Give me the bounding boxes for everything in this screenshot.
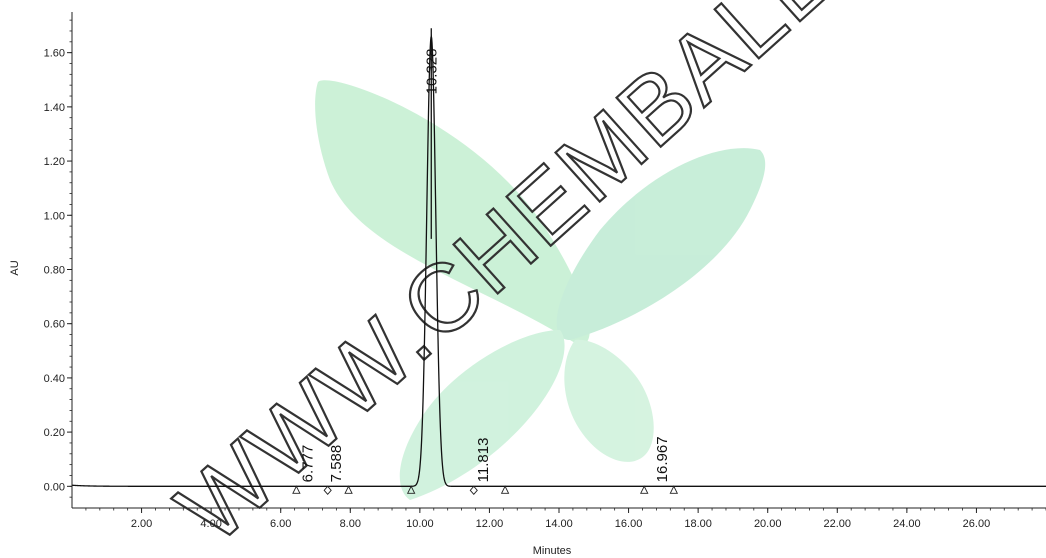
y-tick-label: 0.00: [44, 481, 65, 493]
x-tick-label: 20.00: [754, 518, 782, 530]
y-axis-title: AU: [9, 260, 21, 275]
peak-rt-label: 16.967: [654, 436, 671, 482]
watermark-leaf-left: [315, 80, 590, 345]
peak-rt-label: 6.777: [300, 445, 317, 483]
x-axis-title: Minutes: [533, 545, 572, 557]
integration-marker-triangle: [406, 485, 416, 494]
integration-marker-triangle: [344, 485, 353, 494]
integration-markers: [292, 485, 679, 496]
y-tick-label: 0.80: [44, 264, 65, 276]
x-tick-label: 12.00: [476, 518, 504, 530]
x-tick-label: 24.00: [893, 518, 921, 530]
y-tick-label: 1.20: [44, 156, 65, 168]
integration-marker-triangle: [639, 485, 649, 494]
x-tick-label: 4.00: [200, 518, 221, 530]
y-tick-label: 1.00: [44, 210, 65, 222]
x-tick-label: 18.00: [684, 518, 712, 530]
x-tick-label: 8.00: [340, 518, 361, 530]
watermark-leaf-bottom-left: [399, 330, 565, 500]
x-axis-ticks: 2.00 4.00 6.00 8.00 10.00 12.00 14.00 16.00 18.0…: [85, 508, 1046, 530]
watermark-leaf-bottom-right: [564, 339, 654, 462]
x-tick-label: 26.00: [963, 518, 991, 530]
x-tick-label: 6.00: [270, 518, 291, 530]
watermark-leaf-right: [556, 148, 766, 340]
y-tick-label: 0.20: [44, 427, 65, 439]
integration-marker-diamond: [323, 485, 332, 496]
integration-marker-triangle: [669, 485, 679, 494]
y-axis-ticks: 0.00 0.20 0.40 0.60 0.80 1.00 1.20 1.40 1.60: [44, 19, 72, 498]
y-tick-label: 0.40: [44, 373, 65, 385]
peak-rt-label: 11.813: [475, 438, 492, 483]
peak-rt-label: 7.588: [328, 445, 345, 483]
integration-marker-triangle: [500, 485, 510, 494]
x-tick-label: 16.00: [615, 518, 643, 530]
x-tick-label: 14.00: [545, 518, 573, 530]
y-tick-label: 1.40: [44, 102, 65, 114]
peak-rt-label: 10.328: [423, 49, 440, 95]
y-tick-label: 0.60: [44, 319, 65, 331]
integration-marker-triangle: [292, 485, 301, 494]
x-tick-label: 2.00: [131, 518, 152, 530]
chromatogram-trace: [71, 34, 1046, 487]
y-tick-label: 1.60: [44, 48, 65, 60]
peak-labels: 6.777 7.588 10.328 11.813 16.967: [300, 49, 671, 483]
watermark-leaf-logo: [315, 80, 766, 500]
x-tick-label: 22.00: [824, 518, 852, 530]
x-tick-label: 10.00: [406, 518, 434, 530]
integration-marker-diamond: [469, 485, 478, 496]
